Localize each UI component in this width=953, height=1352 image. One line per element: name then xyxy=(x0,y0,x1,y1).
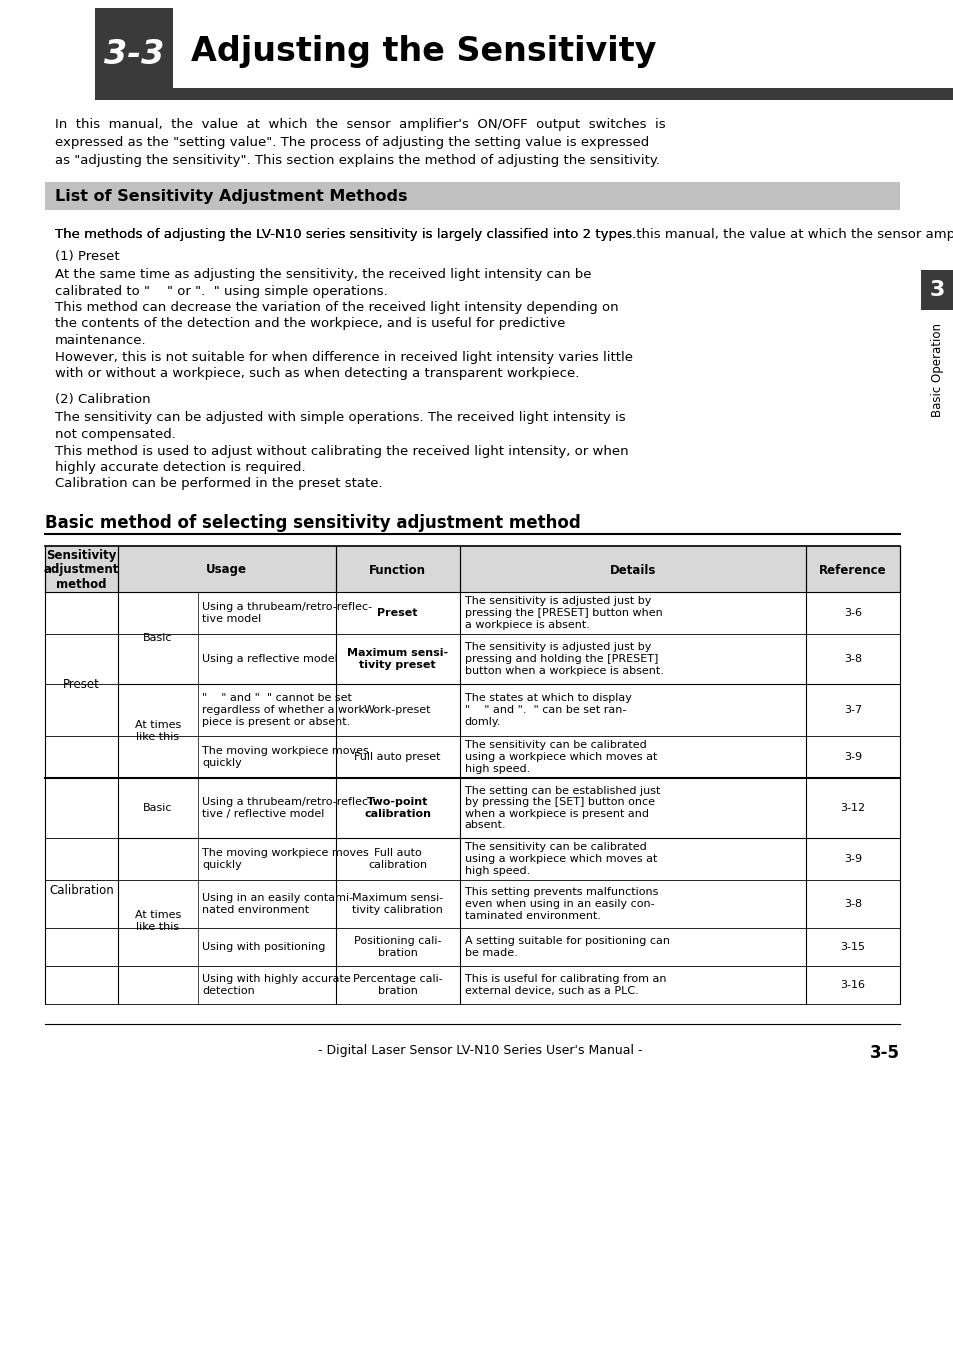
Text: Sensitivity
adjustment
method: Sensitivity adjustment method xyxy=(44,549,119,592)
Text: as "adjusting the sensitivity". This section explains the method of adjusting th: as "adjusting the sensitivity". This sec… xyxy=(55,154,659,168)
Text: The sensitivity can be calibrated
using a workpiece which moves at
high speed.: The sensitivity can be calibrated using … xyxy=(464,741,657,773)
Text: However, this is not suitable for when difference in received light intensity va: However, this is not suitable for when d… xyxy=(55,350,633,364)
Text: - Digital Laser Sensor LV-N10 Series User's Manual -: - Digital Laser Sensor LV-N10 Series Use… xyxy=(317,1044,641,1057)
Text: Basic: Basic xyxy=(143,803,172,813)
Text: calibrated to "    " or ".  " using simple operations.: calibrated to " " or ". " using simple o… xyxy=(55,284,387,297)
Text: Calibration: Calibration xyxy=(49,884,113,898)
Text: Using a thrubeam/retro-reflec-
tive model: Using a thrubeam/retro-reflec- tive mode… xyxy=(202,602,372,623)
Text: At times
like this: At times like this xyxy=(134,721,181,742)
Text: Basic: Basic xyxy=(143,633,172,644)
Text: (1) Preset: (1) Preset xyxy=(55,250,119,264)
Text: This method can decrease the variation of the received light intensity depending: This method can decrease the variation o… xyxy=(55,301,618,314)
Text: Maximum sensi-
tivity calibration: Maximum sensi- tivity calibration xyxy=(352,894,443,915)
Text: Full auto preset: Full auto preset xyxy=(355,752,440,763)
Text: A setting suitable for positioning can
be made.: A setting suitable for positioning can b… xyxy=(464,936,669,957)
Text: 3-8: 3-8 xyxy=(843,899,862,909)
Text: Function: Function xyxy=(369,564,426,576)
Text: This is useful for calibrating from an
external device, such as a PLC.: This is useful for calibrating from an e… xyxy=(464,975,665,996)
Text: Two-point
calibration: Two-point calibration xyxy=(364,798,431,819)
Bar xyxy=(95,8,172,100)
Text: The setting can be established just
by pressing the [SET] button once
when a wor: The setting can be established just by p… xyxy=(464,786,659,830)
Text: 3-9: 3-9 xyxy=(843,854,862,864)
Text: 3-15: 3-15 xyxy=(840,942,864,952)
Bar xyxy=(172,88,953,100)
Text: "    " and "  " cannot be set
regardless of whether a work-
piece is present or : " " and " " cannot be set regardless of … xyxy=(202,694,369,726)
Text: This method is used to adjust without calibrating the received light intensity, : This method is used to adjust without ca… xyxy=(55,445,628,457)
Bar xyxy=(920,270,953,310)
Text: Reference: Reference xyxy=(819,564,886,576)
Text: The sensitivity is adjusted just by
pressing the [PRESET] button when
a workpiec: The sensitivity is adjusted just by pres… xyxy=(464,596,661,630)
Text: Using with positioning: Using with positioning xyxy=(202,942,325,952)
Text: maintenance.: maintenance. xyxy=(55,334,147,347)
Text: expressed as the "setting value". The process of adjusting the setting value is : expressed as the "setting value". The pr… xyxy=(55,137,649,149)
Text: Preset: Preset xyxy=(63,679,100,691)
Text: The states at which to display
"    " and ".  " can be set ran-
domly.: The states at which to display " " and "… xyxy=(464,694,631,726)
Text: highly accurate detection is required.: highly accurate detection is required. xyxy=(55,461,305,475)
Text: The sensitivity can be adjusted with simple operations. The received light inten: The sensitivity can be adjusted with sim… xyxy=(55,411,625,425)
Text: 3-16: 3-16 xyxy=(840,980,864,990)
Text: 3-9: 3-9 xyxy=(843,752,862,763)
Text: Percentage cali-
bration: Percentage cali- bration xyxy=(353,975,442,996)
Text: with or without a workpiece, such as when detecting a transparent workpiece.: with or without a workpiece, such as whe… xyxy=(55,366,578,380)
Text: At times
like this: At times like this xyxy=(134,910,181,932)
Text: Basic Operation: Basic Operation xyxy=(930,323,943,416)
Text: 3-7: 3-7 xyxy=(843,704,862,715)
Text: Usage: Usage xyxy=(206,564,247,576)
Text: This setting prevents malfunctions
even when using in an easily con-
taminated e: This setting prevents malfunctions even … xyxy=(464,887,658,921)
Text: Using a thrubeam/retro-reflec-
tive / reflective model: Using a thrubeam/retro-reflec- tive / re… xyxy=(202,798,372,819)
Text: The sensitivity can be calibrated
using a workpiece which moves at
high speed.: The sensitivity can be calibrated using … xyxy=(464,842,657,876)
Text: Preset: Preset xyxy=(377,608,417,618)
Bar xyxy=(45,546,899,592)
Text: (2) Calibration: (2) Calibration xyxy=(55,393,151,407)
Text: Adjusting the Sensitivity: Adjusting the Sensitivity xyxy=(191,35,656,69)
Text: Details: Details xyxy=(609,564,656,576)
Text: Using in an easily contami-
nated environment: Using in an easily contami- nated enviro… xyxy=(202,894,354,915)
Text: Basic method of selecting sensitivity adjustment method: Basic method of selecting sensitivity ad… xyxy=(45,514,580,531)
Bar xyxy=(45,183,899,210)
Text: List of Sensitivity Adjustment Methods: List of Sensitivity Adjustment Methods xyxy=(55,189,407,204)
Text: 3-12: 3-12 xyxy=(840,803,864,813)
Text: 3-5: 3-5 xyxy=(869,1044,899,1063)
Text: Full auto
calibration: Full auto calibration xyxy=(368,848,427,869)
Text: 3-3: 3-3 xyxy=(104,38,164,70)
Text: Using a reflective model: Using a reflective model xyxy=(202,654,337,664)
Text: The moving workpiece moves
quickly: The moving workpiece moves quickly xyxy=(202,848,369,869)
Text: At the same time as adjusting the sensitivity, the received light intensity can : At the same time as adjusting the sensit… xyxy=(55,268,591,281)
Text: Calibration can be performed in the preset state.: Calibration can be performed in the pres… xyxy=(55,477,382,491)
Text: The sensitivity is adjusted just by
pressing and holding the [PRESET]
button whe: The sensitivity is adjusted just by pres… xyxy=(464,642,663,676)
Text: In  this  manual,  the  value  at  which  the  sensor  amplifier's  ON/OFF  outp: In this manual, the value at which the s… xyxy=(55,118,665,131)
Text: Using with highly accurate
detection: Using with highly accurate detection xyxy=(202,975,351,996)
Text: The methods of adjusting the LV-N10 series sensitivity is largely classified int: The methods of adjusting the LV-N10 seri… xyxy=(55,228,636,241)
Text: The moving workpiece moves
quickly: The moving workpiece moves quickly xyxy=(202,746,369,768)
Text: 3: 3 xyxy=(929,280,944,300)
Text: the contents of the detection and the workpiece, and is useful for predictive: the contents of the detection and the wo… xyxy=(55,318,565,330)
Text: not compensated.: not compensated. xyxy=(55,429,175,441)
Text: Maximum sensi-
tivity preset: Maximum sensi- tivity preset xyxy=(347,648,448,669)
Text: Work-preset: Work-preset xyxy=(363,704,431,715)
Text: The methods of adjusting the LV-N10 series sensitivity is largely classified int: The methods of adjusting the LV-N10 seri… xyxy=(55,228,953,241)
Text: Positioning cali-
bration: Positioning cali- bration xyxy=(354,936,441,957)
Text: 3-8: 3-8 xyxy=(843,654,862,664)
Text: 3-6: 3-6 xyxy=(843,608,862,618)
